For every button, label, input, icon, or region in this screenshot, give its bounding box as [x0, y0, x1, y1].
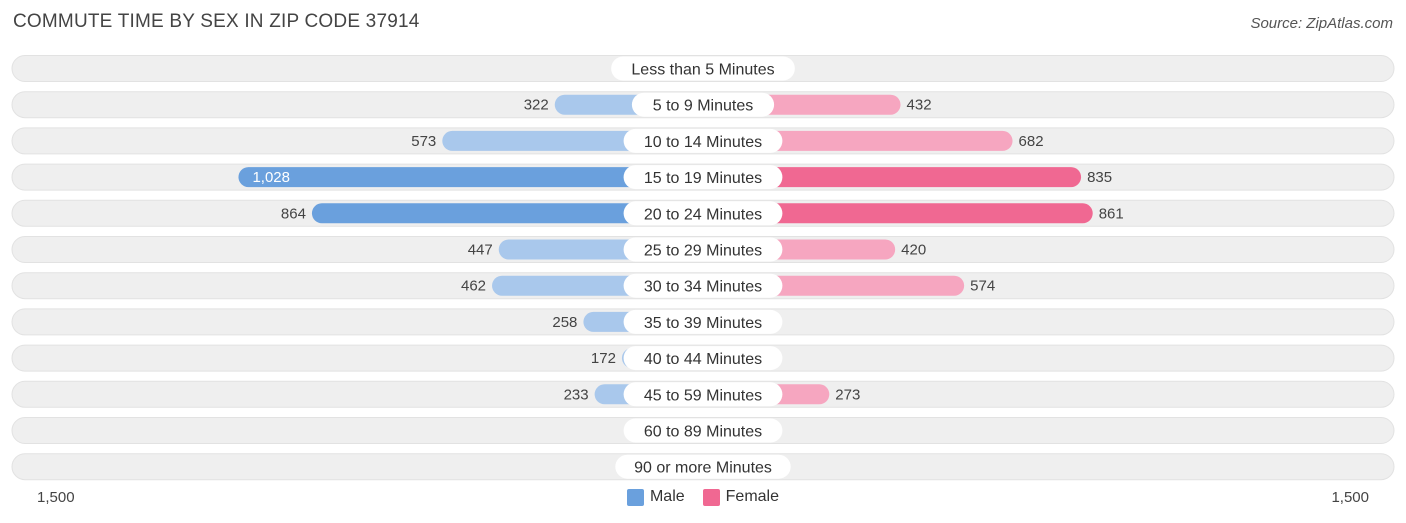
source-note: Source: ZipAtlas.com: [1250, 15, 1393, 32]
category-label: Less than 5 Minutes: [631, 62, 774, 79]
category-label: 30 to 34 Minutes: [644, 279, 762, 296]
category-label: 10 to 14 Minutes: [644, 134, 762, 151]
category-label: 45 to 59 Minutes: [644, 387, 762, 404]
male-value-label: 573: [411, 133, 436, 150]
female-value-label: 574: [970, 278, 995, 295]
category-pill: [611, 56, 795, 81]
female-value-label: 861: [1099, 205, 1124, 222]
category-label: 15 to 19 Minutes: [644, 170, 762, 187]
category-label: 90 or more Minutes: [634, 460, 772, 477]
male-value-label: 172: [591, 350, 616, 367]
male-swatch: [626, 488, 644, 506]
legend-item-male: Male: [626, 488, 685, 506]
male-value-label: 462: [461, 278, 486, 295]
category-pill: [623, 237, 783, 262]
male-value-label: 1,028: [252, 169, 290, 186]
category-pill: [615, 454, 791, 479]
axis-label-right: 1,500: [1331, 489, 1369, 506]
female-value-label: 420: [901, 242, 926, 259]
female-bar: [697, 167, 1082, 188]
category-pill: [623, 273, 783, 298]
legend-male-label: Male: [649, 488, 685, 505]
category-pill: [623, 309, 783, 334]
legend-item-female: Female: [702, 488, 780, 506]
male-bar: [311, 203, 709, 224]
female-value-label: 835: [1087, 169, 1112, 186]
category-label: 35 to 39 Minutes: [644, 315, 762, 332]
category-pill: [631, 92, 775, 117]
category-label: 20 to 24 Minutes: [644, 206, 762, 223]
category-label: 40 to 44 Minutes: [644, 351, 762, 368]
category-label: 25 to 29 Minutes: [644, 243, 762, 260]
category-pill: [623, 128, 783, 153]
legend-female-label: Female: [725, 488, 780, 505]
axis-label-left: 1,500: [37, 489, 75, 506]
male-value-label: 447: [468, 242, 493, 259]
category-pill: [623, 418, 783, 443]
male-value-label: 233: [564, 386, 589, 403]
female-value-label: 273: [835, 386, 860, 403]
category-pill: [623, 382, 783, 407]
female-value-label: 432: [907, 97, 932, 114]
female-bar: [697, 203, 1093, 224]
legend: Male Female: [0, 488, 1406, 506]
male-bar: [238, 167, 709, 188]
male-value-label: 258: [552, 314, 577, 331]
category-pill: [623, 201, 783, 226]
male-value-label: 864: [281, 205, 306, 222]
chart-title: COMMUTE TIME BY SEX IN ZIP CODE 37914: [13, 11, 420, 32]
category-label: 5 to 9 Minutes: [653, 98, 754, 115]
male-value-label: 322: [524, 97, 549, 114]
female-value-label: 682: [1019, 133, 1044, 150]
category-label: 60 to 89 Minutes: [644, 424, 762, 441]
category-pill: [623, 165, 783, 190]
female-swatch: [702, 488, 720, 506]
category-pill: [623, 346, 783, 371]
